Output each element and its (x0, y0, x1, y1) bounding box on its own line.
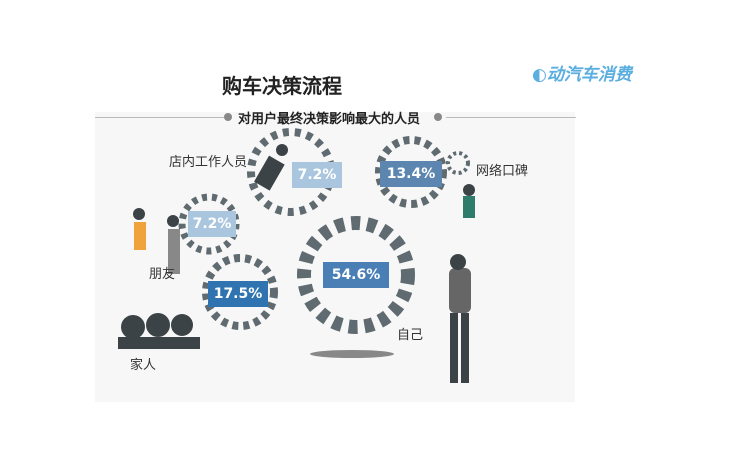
label-online: 网络口碑 (476, 164, 529, 179)
value-self: 54.6% (323, 262, 389, 288)
subtitle: 对用户最终决策影响最大的人员 (238, 112, 421, 127)
dot-left (224, 113, 232, 121)
divider-left (95, 117, 225, 118)
value-staff: 7.2% (292, 162, 342, 188)
gear-online (375, 136, 447, 208)
divider-right (446, 117, 576, 118)
label-staff: 店内工作人员 (169, 155, 248, 170)
gear-friend (178, 193, 240, 255)
gear-family (202, 254, 278, 330)
value-friend: 7.2% (188, 211, 236, 237)
label-self: 自己 (397, 328, 424, 343)
gear-small (446, 151, 470, 175)
label-family: 家人 (130, 358, 157, 373)
logo: ◐动汽车消费 (532, 65, 632, 85)
logo-icon: ◐ (532, 65, 547, 85)
person-figures (118, 144, 475, 383)
gear-self (297, 216, 415, 334)
shadow (310, 350, 394, 358)
value-online: 13.4% (380, 161, 442, 187)
label-friend: 朋友 (149, 267, 176, 282)
value-family: 17.5% (208, 281, 268, 307)
dot-right (434, 113, 442, 121)
page-title: 购车决策流程 (222, 74, 342, 98)
